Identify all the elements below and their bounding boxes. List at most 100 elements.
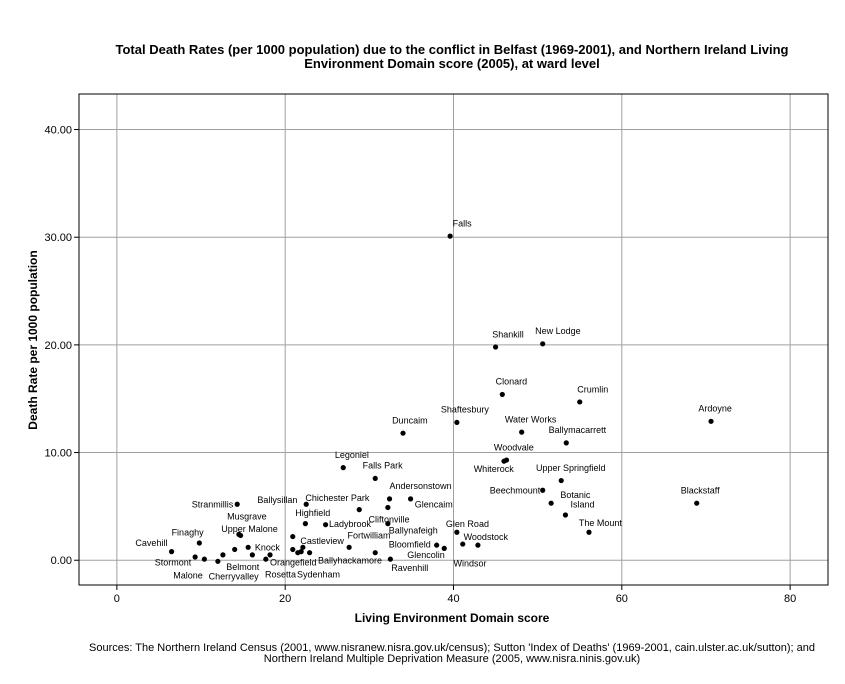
point-label: Beechmount <box>490 485 541 495</box>
point-label: Duncaim <box>392 415 428 425</box>
data-point <box>708 418 714 424</box>
point-label: Glencolin <box>407 550 445 560</box>
point-label: Blackstaff <box>681 485 720 495</box>
data-point <box>540 341 546 347</box>
y-tick-label: 20.00 <box>44 340 72 352</box>
data-point <box>499 391 505 398</box>
data-point <box>263 556 269 562</box>
point-label: Upper Springfield <box>536 463 606 473</box>
point-label: Highfield <box>295 508 330 518</box>
data-point <box>558 477 564 484</box>
data-point <box>460 541 466 547</box>
x-axis-label: Living Environment Domain score <box>355 611 550 625</box>
y-axis-label: Death Rate per 1000 population <box>26 250 40 429</box>
point-label: New Lodge <box>535 326 581 336</box>
point-label: Falls <box>453 218 473 228</box>
data-point <box>196 540 202 546</box>
data-point <box>548 500 554 506</box>
point-label: Shankill <box>492 329 524 339</box>
point-label: Upper Malone <box>221 524 278 534</box>
data-point <box>302 521 308 527</box>
x-tick-label: 40 <box>447 593 459 605</box>
point-label: Ladybrook <box>329 519 372 529</box>
source-note-line-1: Sources: The Northern Ireland Census (20… <box>89 642 815 654</box>
data-point <box>168 549 175 555</box>
data-point <box>340 465 346 471</box>
point-label: Ravenhill <box>391 563 428 573</box>
data-point <box>356 507 362 513</box>
point-labels: Falls Shankill New Lodge Clonard Crumlin Ardo… <box>135 218 732 581</box>
y-tick-label: 10.00 <box>44 448 72 460</box>
data-point <box>434 542 440 548</box>
data-point <box>372 475 378 482</box>
data-point <box>306 550 313 556</box>
data-point <box>232 546 238 553</box>
point-label: Stormont <box>155 558 192 568</box>
point-label: Falls Park <box>363 461 404 471</box>
data-point <box>215 558 221 564</box>
y-tick-label: 30.00 <box>44 232 72 244</box>
data-point <box>386 496 393 502</box>
x-tick-label: 60 <box>616 593 628 605</box>
x-tick-label: 0 <box>114 593 120 605</box>
data-point <box>220 552 226 558</box>
data-points <box>168 233 714 564</box>
point-label: Cherryvalley <box>209 572 260 582</box>
data-point <box>322 522 329 528</box>
point-label: Water Works <box>505 414 557 424</box>
point-label: Castleview <box>300 536 344 546</box>
point-label: Windsor <box>454 559 487 569</box>
point-label: Fortwilliam <box>347 531 390 541</box>
data-point <box>577 399 583 405</box>
data-point <box>385 521 391 527</box>
point-label: Rosetta <box>265 569 296 579</box>
point-label: Bloomfield <box>389 539 431 549</box>
point-label: Ardoyne <box>698 404 732 414</box>
data-point <box>540 487 546 493</box>
point-label: Botanic <box>560 490 591 500</box>
data-point <box>441 545 447 551</box>
x-tick-label: 80 <box>784 593 796 605</box>
data-point <box>563 440 569 446</box>
point-label: Island <box>570 499 594 509</box>
point-label: Orangefield <box>270 558 317 568</box>
chart-title-line-1: Total Death Rates (per 1000 population) … <box>116 42 789 57</box>
data-point <box>237 532 244 539</box>
point-label: Sydenham <box>297 569 340 579</box>
data-point <box>562 512 569 518</box>
data-point <box>372 550 378 556</box>
data-point <box>346 544 352 550</box>
axis-ticks: 0 20 40 60 80 0.00 10.00 20.00 30.00 40.00 <box>44 125 796 605</box>
data-point <box>290 533 296 540</box>
point-label: Belmont <box>226 562 260 572</box>
data-point <box>290 546 296 553</box>
point-label: Woodvale <box>494 442 534 452</box>
point-label: Knock <box>255 543 281 553</box>
data-point <box>454 529 460 535</box>
point-label: Musgrave <box>227 511 267 521</box>
y-tick-label: 0.00 <box>51 555 72 567</box>
data-point <box>300 544 306 550</box>
point-label: Andersonstown <box>390 481 452 491</box>
point-label: Cliftonville <box>369 515 410 525</box>
data-point <box>385 504 391 511</box>
point-label: Whiterock <box>474 464 515 474</box>
data-point <box>501 458 507 464</box>
data-point <box>303 501 309 507</box>
data-point <box>694 500 700 506</box>
point-label: Ballyhackamore <box>318 555 382 565</box>
point-label: Finaghy <box>172 527 205 537</box>
source-note-line-2: Northern Ireland Multiple Deprivation Me… <box>264 653 640 665</box>
data-point <box>492 344 499 350</box>
data-point <box>447 233 453 239</box>
data-point <box>267 552 273 558</box>
point-label: Shaftesbury <box>441 405 490 415</box>
data-point <box>407 496 414 502</box>
data-point <box>475 542 481 548</box>
data-point <box>201 556 207 562</box>
data-point <box>454 419 460 426</box>
point-label: Ballymacarrett <box>549 425 607 435</box>
point-label: Cavehill <box>135 538 167 548</box>
